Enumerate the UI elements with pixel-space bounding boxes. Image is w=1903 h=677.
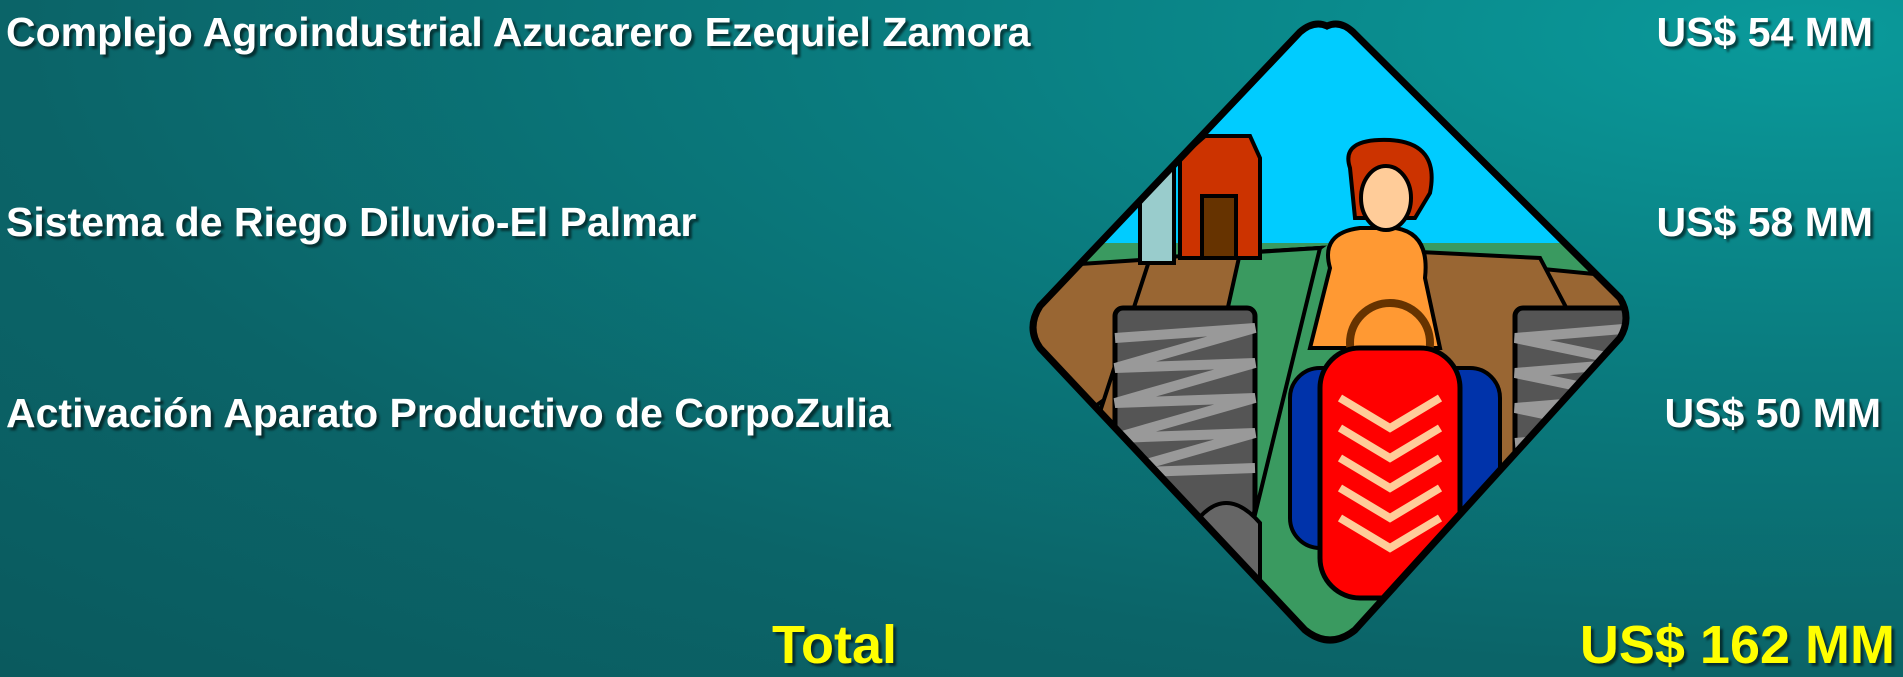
slide: Complejo Agroindustrial Azucarero Ezequi…	[0, 0, 1903, 677]
farmer-clipart	[1020, 18, 1635, 648]
item-name: Complejo Agroindustrial Azucarero Ezequi…	[6, 12, 1030, 53]
item-amount: US$ 50 MM	[1665, 393, 1881, 434]
total-label: Total	[772, 618, 897, 672]
item-amount: US$ 58 MM	[1657, 202, 1873, 243]
item-name: Activación Aparato Productivo de CorpoZu…	[6, 393, 891, 434]
item-name: Sistema de Riego Diluvio-El Palmar	[6, 202, 696, 243]
total-amount: US$ 162 MM	[1580, 618, 1895, 672]
item-amount: US$ 54 MM	[1657, 12, 1873, 53]
